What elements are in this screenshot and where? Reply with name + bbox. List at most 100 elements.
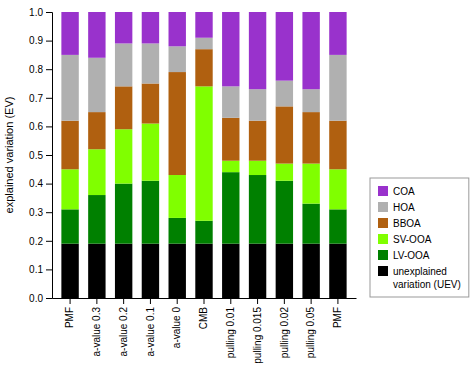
bar xyxy=(302,112,319,163)
legend-swatch xyxy=(378,266,388,276)
legend-entry: HOA xyxy=(378,202,415,213)
bar xyxy=(329,121,346,170)
bar xyxy=(329,12,346,55)
x-tick-label: a-value 0.3 xyxy=(91,307,102,357)
bar xyxy=(115,244,132,298)
bar xyxy=(222,118,239,161)
bar xyxy=(115,43,132,86)
bars xyxy=(61,12,346,298)
series xyxy=(61,12,346,89)
y-tick-mark xyxy=(46,298,52,299)
x-axis: PMF a-value 0.3 a-value 0.2 a-value 0.1 a-va… xyxy=(53,298,357,364)
legend-swatch xyxy=(378,186,388,196)
bar xyxy=(61,244,78,298)
x-tick: pulling 0.01 xyxy=(225,298,236,358)
bar xyxy=(88,12,105,58)
x-tick: a-value 0.3 xyxy=(91,298,102,356)
bar xyxy=(88,112,105,149)
y-tick: 0.8 xyxy=(29,64,52,75)
y-tick-mark xyxy=(46,155,52,156)
bar xyxy=(302,244,319,298)
y-tick: 0.6 xyxy=(29,121,52,132)
bar xyxy=(249,121,266,161)
x-tick-label: CMB xyxy=(198,307,209,330)
legend-entry: SV-OOA xyxy=(378,234,432,245)
bar xyxy=(276,164,293,181)
bar xyxy=(115,184,132,244)
x-tick-label: a-value 0 xyxy=(171,307,182,349)
bar xyxy=(142,244,159,298)
y-tick-label: 0.6 xyxy=(29,121,43,132)
x-tick-label: pulling 0.05 xyxy=(305,307,316,359)
y-tick-mark xyxy=(46,241,52,242)
bar xyxy=(195,38,212,49)
x-tick: a-value 0.2 xyxy=(118,298,129,356)
bar xyxy=(302,204,319,244)
y-tick: 0.2 xyxy=(29,236,52,247)
x-tick-mark xyxy=(257,298,258,304)
y-axis-line xyxy=(46,13,53,299)
legend-swatch xyxy=(378,202,388,212)
x-tick-mark xyxy=(284,298,285,304)
legend-label: SV-OOA xyxy=(393,234,432,245)
y-tick-label: 0.7 xyxy=(29,93,43,104)
x-tick-label: pulling 0.015 xyxy=(252,307,263,364)
legend-frame xyxy=(370,178,469,297)
x-tick-label: pulling 0.02 xyxy=(279,307,290,359)
legend-entry: LV-OOA xyxy=(378,250,430,261)
bar xyxy=(195,244,212,298)
bar xyxy=(88,58,105,112)
bar xyxy=(61,121,78,170)
x-tick: pulling 0.02 xyxy=(279,298,290,358)
legend-entry: COA xyxy=(378,186,415,197)
x-tick-label: PMF xyxy=(64,307,75,328)
x-tick-mark xyxy=(70,298,71,304)
bar xyxy=(302,89,319,112)
bar xyxy=(61,169,78,209)
y-tick: 0.0 xyxy=(29,293,52,304)
bar xyxy=(61,55,78,121)
y-tick-mark xyxy=(46,184,52,185)
y-tick-label: 0.1 xyxy=(29,264,43,275)
y-tick-mark xyxy=(46,69,52,70)
legend-swatch xyxy=(378,250,388,260)
x-tick-label: a-value 0.2 xyxy=(118,307,129,357)
bar xyxy=(195,86,212,220)
y-tick-label: 0.9 xyxy=(29,35,43,46)
x-tick-mark xyxy=(204,298,205,304)
bar xyxy=(222,161,239,172)
bar xyxy=(329,244,346,298)
bar xyxy=(115,129,132,183)
bar xyxy=(142,84,159,124)
bar xyxy=(302,12,319,89)
x-tick: CMB xyxy=(198,298,209,329)
bar xyxy=(329,169,346,209)
legend-entry: BBOA xyxy=(378,218,421,229)
legend-label: HOA xyxy=(393,202,415,213)
bar xyxy=(142,181,159,244)
y-axis: 0.00.10.20.30.40.50.60.70.80.91.0 xyxy=(29,7,52,304)
x-tick-label: a-value 0.1 xyxy=(145,307,156,357)
bar xyxy=(142,124,159,181)
legend-entry: unexplainedvariation (UEV) xyxy=(378,266,461,290)
x-tick: a-value 0 xyxy=(171,298,182,348)
x-tick: pulling 0.015 xyxy=(252,298,263,364)
bar xyxy=(61,209,78,243)
x-tick: PMF xyxy=(332,298,343,328)
x-tick: PMF xyxy=(64,298,75,328)
legend-label: COA xyxy=(393,186,415,197)
bar xyxy=(329,209,346,243)
bar xyxy=(249,175,266,244)
x-tick-mark xyxy=(123,298,124,304)
series xyxy=(61,244,346,298)
y-tick-label: 0.3 xyxy=(29,207,43,218)
bar xyxy=(88,244,105,298)
bar xyxy=(249,244,266,298)
legend-swatch xyxy=(378,218,388,228)
bar xyxy=(88,149,105,195)
bar xyxy=(115,86,132,129)
y-tick: 0.7 xyxy=(29,93,52,104)
x-tick-label: PMF xyxy=(332,307,343,328)
y-tick-mark xyxy=(46,269,52,270)
bar xyxy=(169,175,186,218)
